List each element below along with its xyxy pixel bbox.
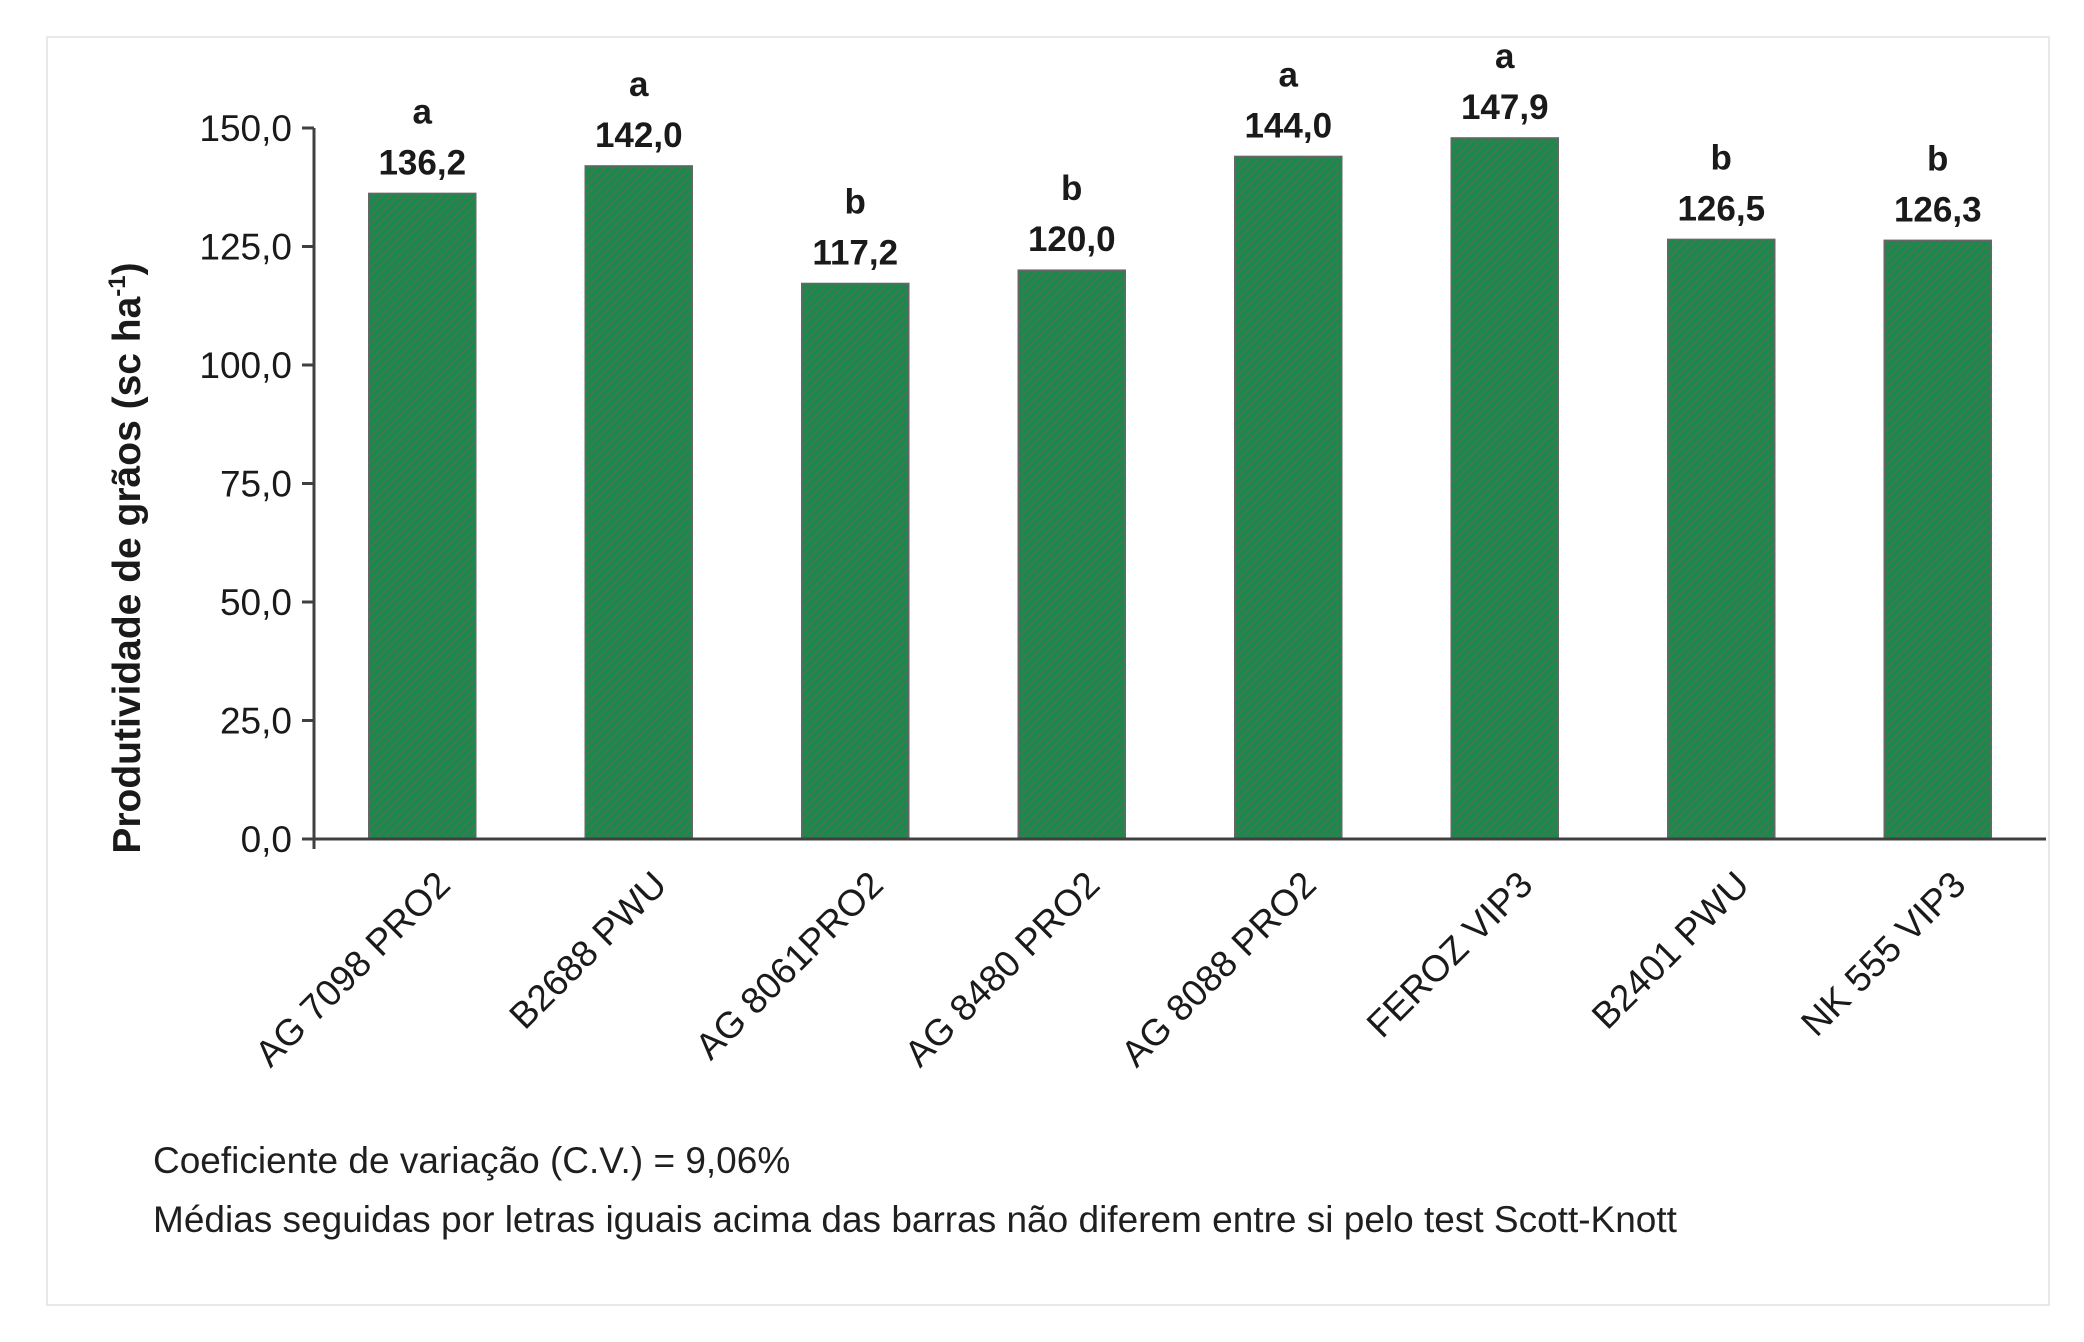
- x-tick-label: NK 555 VIP3: [1793, 864, 1973, 1044]
- bar-value-label: 144,0: [1244, 106, 1332, 145]
- y-tick-label: 150,0: [199, 108, 292, 149]
- y-tick-label: 75,0: [220, 464, 292, 505]
- bar-group-letter: b: [1711, 138, 1732, 177]
- bar: [1667, 238, 1776, 840]
- bar-group-letter: a: [1495, 37, 1515, 76]
- bar-value-label: 126,3: [1894, 190, 1982, 229]
- bar-group-letter: a: [413, 92, 433, 131]
- y-tick-label: 100,0: [199, 345, 292, 386]
- x-tick-label: AG 7098 PRO2: [247, 864, 458, 1075]
- bar-value-label: 136,2: [378, 143, 466, 182]
- bar-group-letter: b: [1061, 169, 1082, 208]
- x-tick-label: FEROZ VIP3: [1359, 864, 1541, 1046]
- scott-knott-test-note: Médias seguidas por letras iguais acima …: [153, 1199, 1677, 1240]
- x-tick-label: AG 8061PRO2: [687, 864, 891, 1068]
- bar: [1883, 239, 1992, 840]
- x-axis-labels: AG 7098 PRO2 B2688 PWU AG 8061PRO2 AG 8480 …: [247, 864, 1973, 1075]
- y-axis-title-close: ): [106, 262, 149, 275]
- x-tick-label: B2401 PWU: [1584, 864, 1757, 1037]
- y-axis: 0,0 25,0 50,0 75,0 100,0 125,0 150,0: [199, 108, 314, 860]
- x-tick-label: B2688 PWU: [501, 864, 674, 1037]
- bar-group-letter: b: [845, 182, 866, 221]
- x-tick-label: AG 8088 PRO2: [1113, 864, 1324, 1075]
- y-tick-label: 50,0: [220, 582, 292, 623]
- bar-group-letter: b: [1927, 139, 1948, 178]
- bars-group: 136,2 a 142,0 a 117,2 b 120,0 b 144,0 a 147,9 a 126,…: [368, 37, 1992, 840]
- y-tick-label: 0,0: [241, 819, 292, 860]
- y-tick-label: 125,0: [199, 227, 292, 268]
- bar-value-label: 117,2: [812, 233, 898, 272]
- bar: [1234, 155, 1343, 840]
- bar-value-label: 147,9: [1461, 88, 1549, 127]
- y-axis-title-main: Produtividade de grãos (sc ha: [106, 296, 149, 853]
- bar: [368, 192, 477, 840]
- y-tick-label: 25,0: [220, 701, 292, 742]
- coefficient-of-variation-note: Coeficiente de variação (C.V.) = 9,06%: [153, 1140, 791, 1181]
- x-tick-label: AG 8480 PRO2: [897, 864, 1108, 1075]
- bar: [1450, 137, 1559, 840]
- bar-group-letter: a: [1279, 55, 1299, 94]
- bar-value-label: 120,0: [1028, 220, 1116, 259]
- bar-value-label: 142,0: [595, 116, 683, 155]
- bar: [584, 165, 693, 840]
- bar: [1017, 269, 1126, 840]
- y-axis-title: Produtividade de grãos (sc ha-1): [104, 262, 149, 853]
- bar-group-letter: a: [629, 65, 649, 104]
- bar-value-label: 126,5: [1677, 189, 1765, 228]
- bar: [801, 282, 910, 840]
- y-axis-title-superscript: -1: [104, 275, 131, 296]
